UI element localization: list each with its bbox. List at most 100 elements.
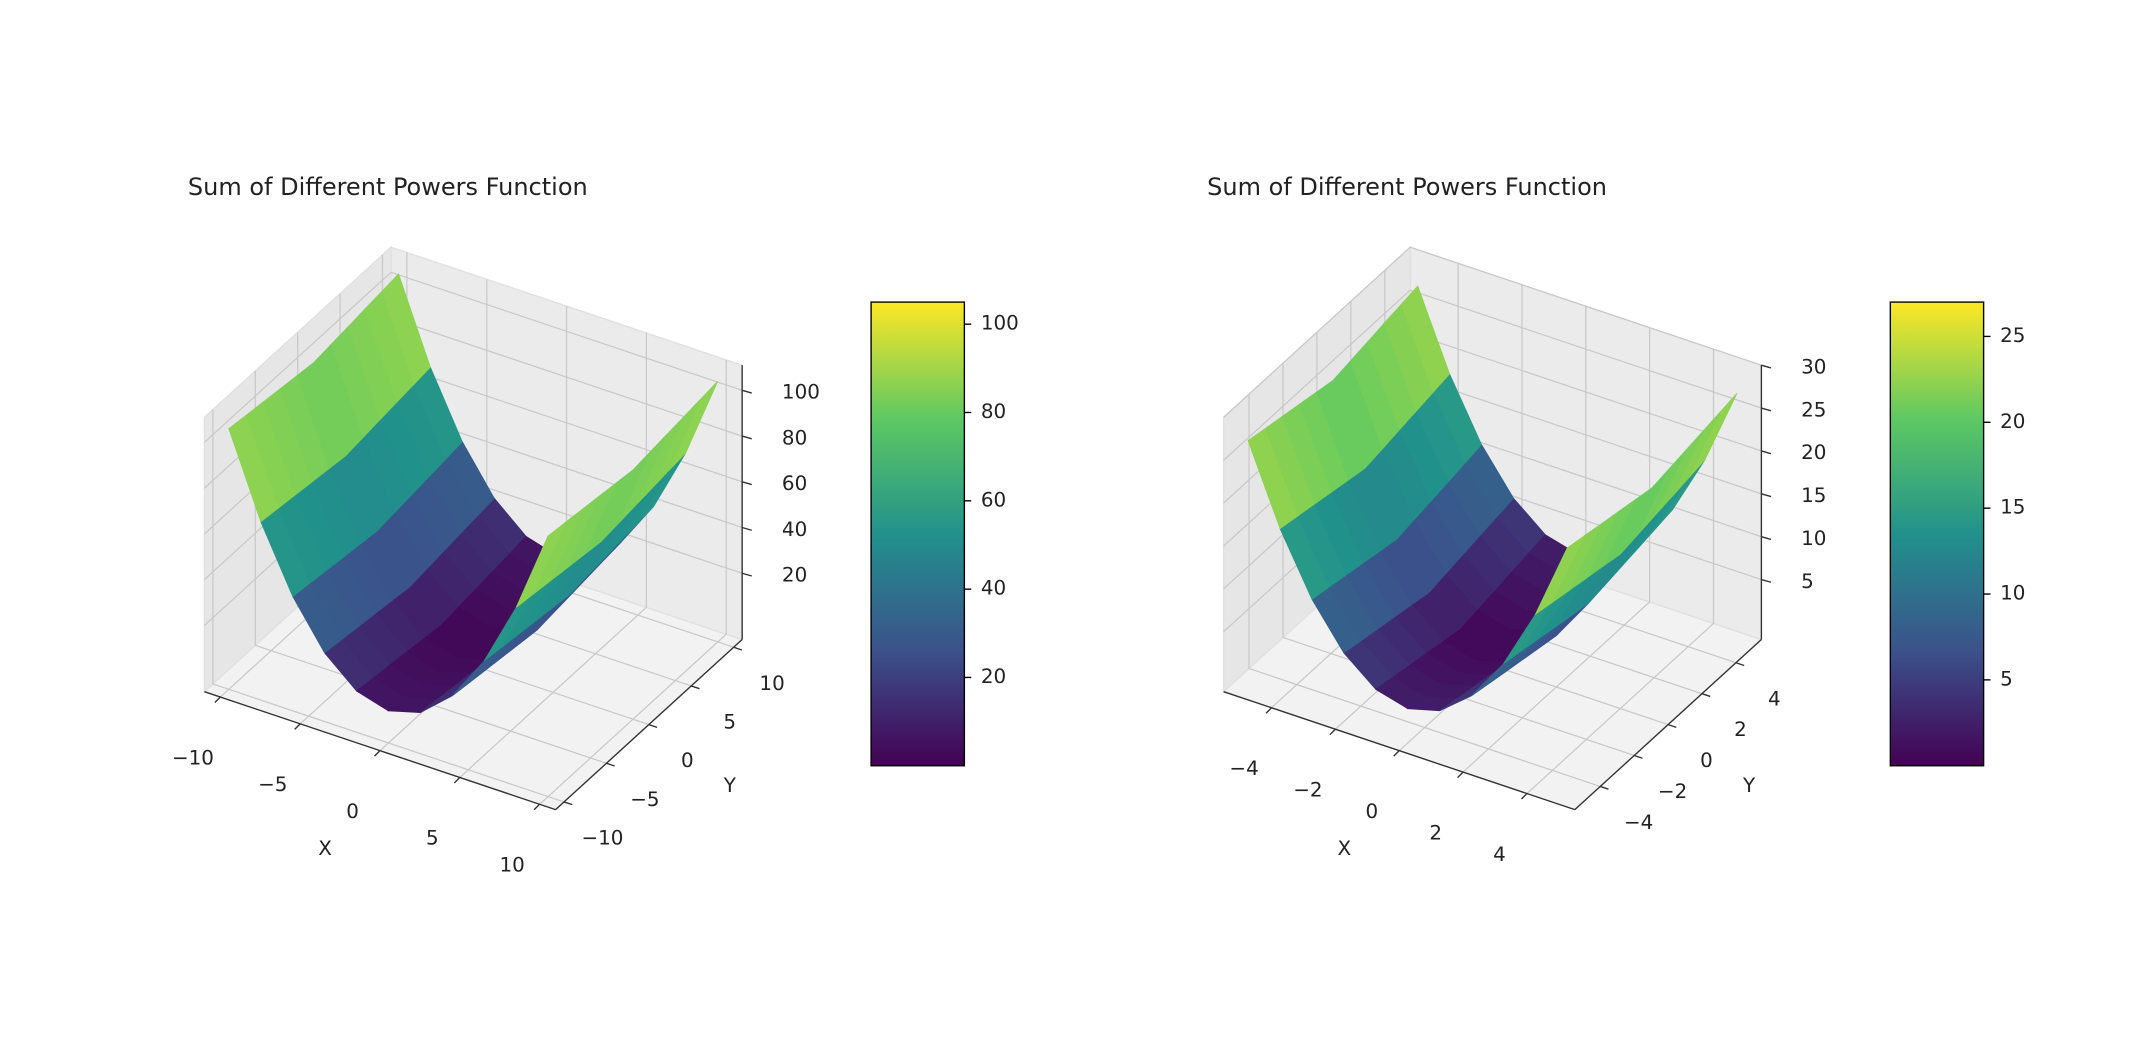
z-tick-label: 60 — [782, 472, 807, 495]
y-tick-label: −5 — [630, 788, 659, 811]
grid-line — [539, 359, 727, 805]
z-tick-label: 5 — [1801, 570, 1814, 593]
chart-title: Sum of Different Powers Function — [1207, 173, 1607, 201]
tick-mark — [606, 762, 615, 767]
y-tick-label: −10 — [581, 826, 623, 849]
chart-title: Sum of Different Powers Function — [188, 173, 588, 201]
colorbar-tick-label: 100 — [981, 312, 1019, 335]
tick-mark — [214, 696, 221, 704]
x-tick-label: −5 — [258, 773, 287, 796]
colorbar-tick-label: 60 — [981, 488, 1006, 511]
x-tick-label: 2 — [1429, 821, 1442, 844]
tick-mark — [1761, 578, 1772, 583]
colorbar-tick-label: 80 — [981, 400, 1006, 423]
x-tick-label: 0 — [346, 800, 359, 823]
tick-mark — [1329, 728, 1336, 736]
tick-mark — [453, 776, 461, 784]
z-tick-label: 15 — [1801, 484, 1826, 507]
z-tick-label: 40 — [782, 518, 807, 541]
grid-line — [1223, 289, 1762, 461]
y-tick-label: 0 — [681, 749, 694, 772]
tick-mark — [1761, 450, 1772, 455]
colorbar — [870, 301, 966, 767]
colorbar-tick-label: 40 — [981, 577, 1006, 600]
subplot: Sum of Different Powers Function−10−5051… — [172, 173, 1019, 876]
y-tick-label: 5 — [723, 710, 736, 733]
tick-mark — [741, 389, 752, 394]
x-axis-label: X — [318, 837, 332, 860]
tick-mark — [1735, 662, 1745, 667]
y-axis-line — [555, 639, 743, 811]
grid-line — [459, 332, 648, 778]
surface-face — [1247, 428, 1298, 530]
colorbar-tick-label: 25 — [2000, 324, 2025, 347]
tick-mark — [294, 723, 301, 730]
tick-mark — [648, 723, 658, 728]
colorbar-tick-label: 20 — [2000, 410, 2025, 433]
y-axis-label: Y — [1742, 774, 1756, 797]
tick-mark — [1520, 793, 1528, 800]
surface-face — [228, 414, 279, 523]
x-tick-label: −4 — [1229, 757, 1258, 780]
tick-mark — [1761, 407, 1772, 412]
tick-mark — [563, 801, 573, 806]
z-tick-label: 30 — [1801, 355, 1826, 378]
x-tick-label: −10 — [172, 746, 214, 769]
y-axis-label: Y — [723, 774, 737, 797]
colorbar-tick-label: 20 — [981, 665, 1006, 688]
x-tick-label: 10 — [500, 854, 525, 877]
tick-mark — [1393, 750, 1400, 757]
x-axis-label: X — [1338, 837, 1352, 860]
tick-mark — [741, 572, 752, 577]
tick-mark — [733, 646, 743, 651]
y-tick-label: −2 — [1658, 780, 1687, 803]
tick-mark — [741, 435, 752, 440]
tick-mark — [1265, 707, 1273, 714]
z-tick-label: 25 — [1801, 398, 1826, 421]
y-tick-label: 0 — [1700, 749, 1713, 772]
tick-mark — [741, 526, 752, 531]
z-tick-label: 20 — [782, 563, 807, 586]
y-tick-label: 2 — [1734, 718, 1747, 741]
grid-line — [1248, 394, 1601, 788]
grid-line — [1462, 327, 1651, 773]
colorbar-tick-label: 5 — [2000, 667, 2013, 690]
tick-mark — [1701, 693, 1711, 698]
grid-line — [1223, 246, 1762, 418]
tick-mark — [533, 803, 541, 811]
surface-face — [1534, 534, 1586, 616]
x-axis-line — [1223, 691, 1576, 811]
grid-line — [203, 271, 743, 443]
z-tick-label: 100 — [782, 381, 820, 404]
tick-mark — [1761, 536, 1772, 541]
x-tick-label: 5 — [426, 827, 439, 850]
colorbar-tick-label: 15 — [2000, 496, 2025, 519]
z-tick-label: 20 — [1801, 441, 1826, 464]
y-tick-label: 4 — [1768, 687, 1781, 710]
colorbar-tick-label: 10 — [2000, 582, 2025, 605]
x-tick-label: 0 — [1365, 800, 1378, 823]
tick-mark — [1633, 754, 1643, 759]
tick-mark — [374, 750, 381, 757]
surface-face — [515, 522, 566, 608]
tick-mark — [691, 685, 700, 690]
z-tick-label: 10 — [1801, 527, 1826, 550]
tick-mark — [1761, 493, 1772, 498]
z-tick-label: 80 — [782, 426, 807, 449]
grid-line — [212, 409, 565, 803]
tick-mark — [741, 481, 752, 486]
y-tick-label: 10 — [759, 672, 784, 695]
x-axis-line — [204, 691, 556, 811]
x-tick-label: −2 — [1293, 778, 1322, 801]
y-tick-label: −4 — [1624, 811, 1653, 834]
x-tick-label: 4 — [1493, 843, 1506, 866]
tick-mark — [1761, 364, 1772, 369]
y-axis-line — [1574, 639, 1762, 811]
tick-mark — [1600, 785, 1609, 790]
subplot: Sum of Different Powers Function−4−2024−… — [1207, 173, 2025, 866]
tick-mark — [1667, 723, 1677, 728]
colorbar — [1889, 301, 1985, 767]
tick-mark — [1457, 771, 1464, 779]
